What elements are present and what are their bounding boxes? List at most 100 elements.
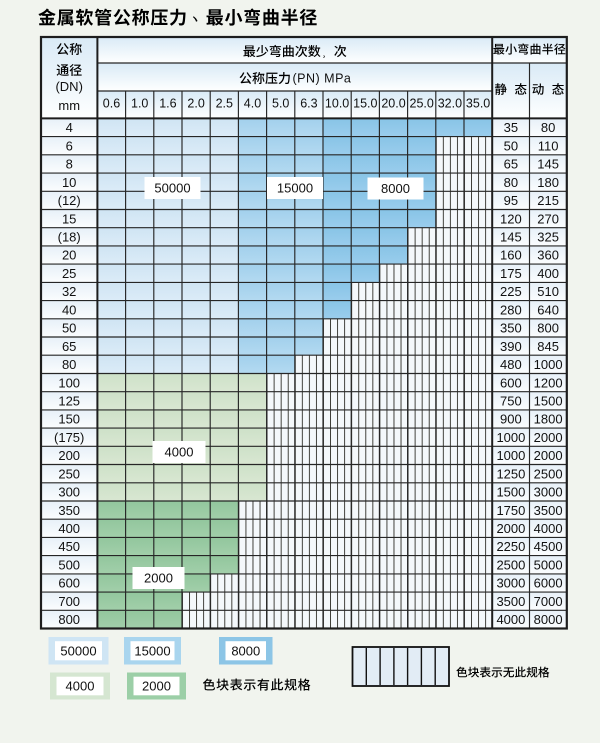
svg-text:8: 8: [66, 157, 73, 172]
svg-text:25.0: 25.0: [410, 96, 434, 110]
svg-text:15000: 15000: [277, 181, 313, 196]
svg-text:50: 50: [504, 138, 518, 153]
svg-text:4500: 4500: [534, 539, 563, 554]
svg-text:50: 50: [62, 321, 76, 336]
svg-text:3000: 3000: [496, 576, 525, 591]
svg-text:8000: 8000: [534, 612, 563, 627]
svg-text:125: 125: [58, 394, 80, 409]
svg-text:110: 110: [538, 138, 559, 153]
svg-text:450: 450: [58, 539, 80, 554]
svg-text:3500: 3500: [534, 503, 563, 518]
svg-text:1000: 1000: [534, 357, 563, 372]
svg-text:6.3: 6.3: [300, 96, 317, 110]
svg-text:4000: 4000: [165, 445, 194, 460]
svg-text:0.6: 0.6: [103, 96, 120, 110]
svg-text:1000: 1000: [496, 430, 525, 445]
svg-text:50000: 50000: [154, 181, 190, 196]
svg-text:250: 250: [58, 466, 80, 481]
svg-text:(12): (12): [58, 193, 81, 208]
svg-text:120: 120: [500, 211, 522, 226]
svg-text:510: 510: [537, 284, 559, 299]
svg-text:10: 10: [62, 175, 76, 190]
svg-text:mm: mm: [58, 98, 80, 113]
svg-text:1750: 1750: [496, 503, 525, 518]
svg-text:2500: 2500: [534, 466, 563, 481]
svg-text:1500: 1500: [534, 394, 563, 409]
svg-text:(PN) MPa: (PN) MPa: [293, 72, 352, 86]
svg-text:1200: 1200: [534, 375, 563, 390]
svg-text:2.5: 2.5: [216, 96, 233, 110]
svg-text:1800: 1800: [534, 412, 563, 427]
svg-text:5.0: 5.0: [272, 96, 289, 110]
svg-text:1500: 1500: [496, 485, 525, 500]
svg-text:10.0: 10.0: [325, 96, 349, 110]
svg-text:215: 215: [537, 193, 559, 208]
svg-text:325: 325: [537, 230, 559, 245]
svg-text:65: 65: [62, 339, 76, 354]
svg-text:400: 400: [58, 521, 80, 536]
svg-text:3500: 3500: [496, 594, 525, 609]
svg-text:4000: 4000: [66, 679, 95, 694]
svg-text:640: 640: [537, 302, 559, 317]
svg-text:270: 270: [537, 211, 559, 226]
svg-text:500: 500: [58, 557, 80, 572]
svg-text:145: 145: [500, 230, 522, 245]
svg-text:900: 900: [500, 412, 522, 427]
svg-text:4.0: 4.0: [244, 96, 261, 110]
svg-text:800: 800: [537, 321, 559, 336]
svg-text:2.0: 2.0: [187, 96, 204, 110]
svg-text:700: 700: [58, 594, 80, 609]
svg-text:50000: 50000: [60, 644, 96, 659]
svg-text:32.0: 32.0: [438, 96, 462, 110]
svg-text:145: 145: [537, 157, 559, 172]
svg-text:100: 100: [58, 375, 80, 390]
svg-text:4000: 4000: [534, 521, 563, 536]
svg-text:2000: 2000: [534, 448, 563, 463]
svg-text:80: 80: [62, 357, 76, 372]
svg-text:4: 4: [66, 120, 73, 135]
svg-text:160: 160: [500, 248, 522, 263]
svg-text:200: 200: [58, 448, 80, 463]
svg-text:5000: 5000: [534, 557, 563, 572]
svg-text:(18): (18): [58, 230, 81, 245]
svg-text:360: 360: [537, 248, 559, 263]
svg-text:20: 20: [62, 248, 76, 263]
svg-text:20.0: 20.0: [381, 96, 405, 110]
svg-text:80: 80: [541, 120, 555, 135]
svg-text:35: 35: [504, 120, 518, 135]
svg-text:65: 65: [504, 157, 518, 172]
svg-text:15.0: 15.0: [353, 96, 377, 110]
svg-text:2000: 2000: [534, 430, 563, 445]
svg-text:8000: 8000: [381, 181, 410, 196]
svg-text:2000: 2000: [144, 571, 173, 586]
svg-text:400: 400: [537, 266, 559, 281]
svg-text:280: 280: [500, 302, 522, 317]
svg-text:1.6: 1.6: [159, 96, 176, 110]
svg-text:180: 180: [537, 175, 559, 190]
svg-text:25: 25: [62, 266, 76, 281]
svg-text:6000: 6000: [534, 576, 563, 591]
svg-text:(DN): (DN): [55, 79, 82, 94]
svg-text:350: 350: [500, 321, 522, 336]
svg-text:3000: 3000: [534, 485, 563, 500]
svg-text:800: 800: [58, 612, 80, 627]
svg-text:15000: 15000: [134, 644, 170, 659]
svg-text:32: 32: [62, 284, 76, 299]
svg-text:6: 6: [66, 138, 73, 153]
svg-text:7000: 7000: [534, 594, 563, 609]
svg-text:(175): (175): [54, 430, 84, 445]
svg-text:600: 600: [500, 375, 522, 390]
svg-text:225: 225: [500, 284, 522, 299]
svg-text:300: 300: [58, 485, 80, 500]
svg-text:1000: 1000: [496, 448, 525, 463]
svg-text:2250: 2250: [496, 539, 525, 554]
svg-text:480: 480: [500, 357, 522, 372]
svg-text:600: 600: [58, 576, 80, 591]
svg-text:2000: 2000: [142, 679, 171, 694]
svg-text:35.0: 35.0: [466, 96, 490, 110]
svg-text:80: 80: [504, 175, 518, 190]
svg-text:390: 390: [500, 339, 522, 354]
svg-text:175: 175: [500, 266, 522, 281]
svg-text:95: 95: [504, 193, 518, 208]
svg-text:4000: 4000: [496, 612, 525, 627]
